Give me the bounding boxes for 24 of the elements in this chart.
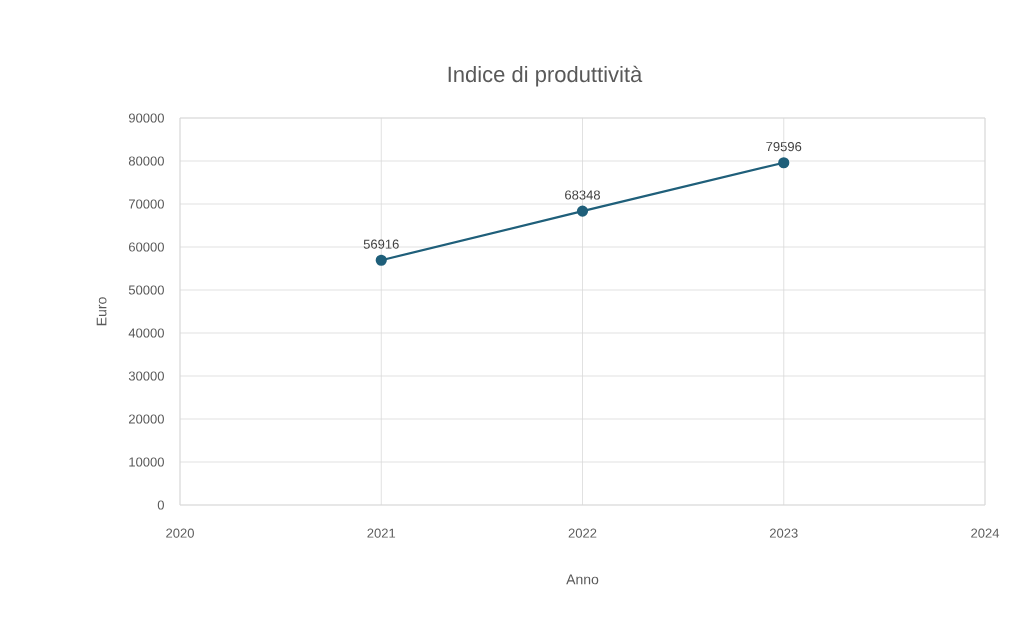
x-tick-label: 2023 — [769, 528, 798, 538]
y-tick-label: 70000 — [129, 199, 164, 209]
data-label: 56916 — [363, 239, 399, 249]
y-axis-title: Euro — [96, 297, 107, 326]
y-tick-label: 60000 — [128, 242, 164, 252]
y-tick-label: 50000 — [128, 285, 164, 295]
y-tick-label: 80000 — [128, 156, 164, 166]
y-tick-label: 40000 — [128, 328, 164, 338]
point — [778, 157, 790, 169]
x-axis-title: Anno — [566, 574, 599, 585]
data-label: 68348 — [565, 190, 601, 200]
point — [576, 205, 589, 217]
y-tick-label: 20000 — [128, 414, 164, 424]
y-tick-label: 10000 — [129, 457, 164, 467]
x-tick-label: 2021 — [367, 528, 396, 538]
x-tick-label: 2022 — [568, 528, 597, 538]
x-tick-label: 2020 — [166, 528, 194, 538]
chart-title: Indice di produttività — [448, 65, 643, 87]
point — [375, 254, 387, 266]
data-label: 79596 — [766, 142, 802, 152]
y-tick-label: 90000 — [128, 113, 164, 123]
y-tick-label: 30000 — [128, 371, 164, 381]
y-tick-label: 0 — [157, 500, 164, 510]
x-tick-label: 2024 — [971, 528, 1000, 538]
